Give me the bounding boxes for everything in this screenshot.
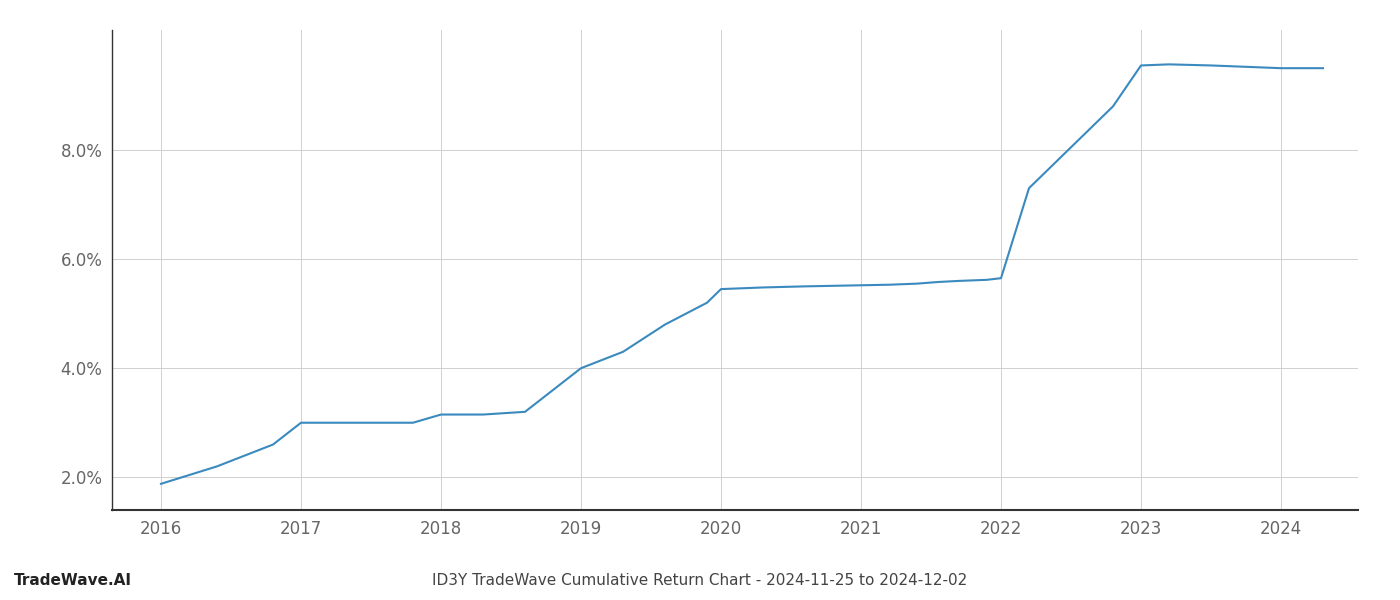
Text: TradeWave.AI: TradeWave.AI — [14, 573, 132, 588]
Text: ID3Y TradeWave Cumulative Return Chart - 2024-11-25 to 2024-12-02: ID3Y TradeWave Cumulative Return Chart -… — [433, 573, 967, 588]
